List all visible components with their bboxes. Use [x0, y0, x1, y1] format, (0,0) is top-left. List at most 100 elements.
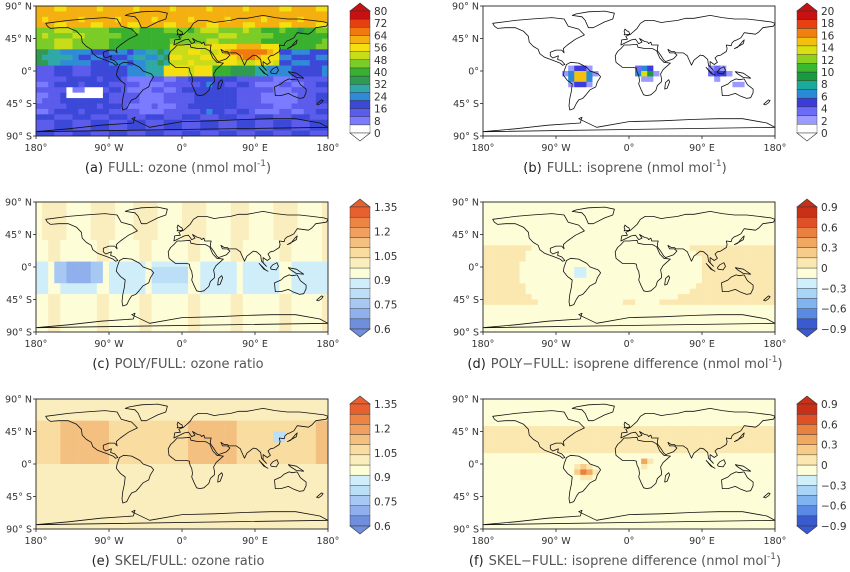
- heatmap-cell: [133, 256, 140, 262]
- heatmap-cell: [647, 60, 654, 66]
- heatmap-cell: [629, 22, 636, 28]
- heatmap-cell: [309, 6, 317, 12]
- heatmap-cell: [261, 27, 268, 34]
- heatmap-cell: [665, 267, 672, 273]
- heatmap-cell: [616, 239, 624, 246]
- heatmap-cell: [756, 272, 764, 279]
- heatmap-cell: [242, 267, 250, 273]
- heatmap-cell: [568, 22, 575, 28]
- heatmap-cell: [309, 38, 317, 45]
- heatmap-cell: [60, 267, 67, 273]
- heatmap-cell: [163, 119, 171, 126]
- heatmap-cell: [182, 218, 189, 224]
- heatmap-cell: [635, 245, 642, 252]
- heatmap-cell: [151, 239, 158, 246]
- heatmap-cell: [212, 234, 219, 241]
- heatmap-cell: [60, 49, 67, 56]
- heatmap-cell: [48, 114, 55, 121]
- heatmap-cell: [726, 326, 733, 333]
- heatmap-cell: [285, 60, 292, 66]
- heatmap-cell: [610, 250, 618, 257]
- heatmap-cell: [273, 108, 280, 115]
- heatmap-cell: [194, 218, 201, 224]
- heatmap-cell: [543, 223, 551, 230]
- heatmap-cell: [255, 38, 262, 45]
- heatmap-cell: [139, 294, 146, 300]
- heatmap-cell: [708, 207, 715, 214]
- heatmap-cell: [248, 81, 256, 88]
- heatmap-cell: [647, 250, 654, 257]
- heatmap-cell: [525, 103, 532, 110]
- heatmap-cell: [750, 54, 758, 61]
- heatmap-cell: [115, 27, 122, 34]
- heatmap-cell: [683, 92, 691, 99]
- heatmap-cell: [501, 315, 508, 322]
- heatmap-cell: [665, 207, 672, 214]
- heatmap-cell: [127, 33, 134, 39]
- heatmap-cell: [635, 108, 642, 115]
- heatmap-cell: [513, 6, 520, 12]
- heatmap-cell: [248, 130, 256, 137]
- heatmap-cell: [750, 299, 758, 306]
- heatmap-cell: [255, 272, 262, 279]
- coastline: [734, 235, 745, 246]
- heatmap-cell: [750, 239, 758, 246]
- heatmap-cell: [84, 250, 92, 257]
- heatmap-cell: [562, 49, 569, 56]
- heatmap-cell: [586, 76, 593, 83]
- heatmap-cell: [592, 81, 599, 88]
- heatmap-cell: [762, 267, 770, 273]
- heatmap-cell: [48, 27, 55, 34]
- heatmap-cell: [206, 65, 213, 72]
- heatmap-cell: [549, 71, 557, 77]
- heatmap-cell: [127, 103, 134, 110]
- heatmap-cell: [309, 98, 317, 104]
- heatmap-cell: [279, 326, 286, 333]
- heatmap-cell: [297, 76, 304, 83]
- heatmap-cell: [230, 326, 238, 333]
- heatmap-cell: [115, 103, 122, 110]
- heatmap-cell: [720, 223, 727, 230]
- heatmap-cell: [236, 202, 244, 208]
- heatmap-cell: [321, 114, 329, 121]
- heatmap-cell: [297, 27, 304, 34]
- heatmap-cell: [291, 399, 298, 405]
- heatmap-cell: [683, 87, 691, 93]
- heatmap-cell: [483, 125, 490, 131]
- heatmap-cell: [507, 98, 514, 104]
- heatmap-cell: [321, 229, 329, 235]
- heatmap-cell: [188, 326, 195, 333]
- heatmap-cell: [750, 130, 758, 137]
- heatmap-cell: [580, 54, 587, 61]
- heatmap-cell: [206, 304, 213, 311]
- heatmap-cell: [285, 304, 292, 311]
- heatmap-cell: [568, 218, 575, 224]
- heatmap-cell: [303, 81, 311, 88]
- heatmap-cell: [127, 207, 134, 214]
- heatmap-cell: [483, 22, 490, 28]
- heatmap-cell: [635, 326, 642, 333]
- heatmap-cell: [242, 272, 250, 279]
- heatmap-cell: [598, 65, 605, 72]
- heatmap-cell: [537, 108, 545, 115]
- heatmap-cell: [303, 223, 311, 230]
- heatmap-cell: [562, 11, 569, 18]
- heatmap-cell: [768, 250, 776, 257]
- heatmap-cell: [689, 27, 697, 34]
- heatmap-cell: [90, 49, 98, 56]
- heatmap-cell: [133, 92, 140, 99]
- heatmap-cell: [635, 277, 642, 284]
- heatmap-cell: [714, 288, 721, 295]
- heatmap-cell: [321, 288, 329, 295]
- heatmap-cell: [133, 288, 140, 295]
- heatmap-cell: [744, 16, 751, 23]
- heatmap-cell: [580, 234, 587, 241]
- heatmap-cell: [708, 76, 715, 83]
- heatmap-cell: [647, 256, 654, 262]
- lon-tick-label: 90° W: [541, 339, 571, 350]
- heatmap-cell: [309, 92, 317, 99]
- heatmap-cell: [641, 98, 648, 104]
- heatmap-cell: [139, 223, 146, 230]
- heatmap-cell: [279, 239, 286, 246]
- heatmap-cell: [489, 218, 496, 224]
